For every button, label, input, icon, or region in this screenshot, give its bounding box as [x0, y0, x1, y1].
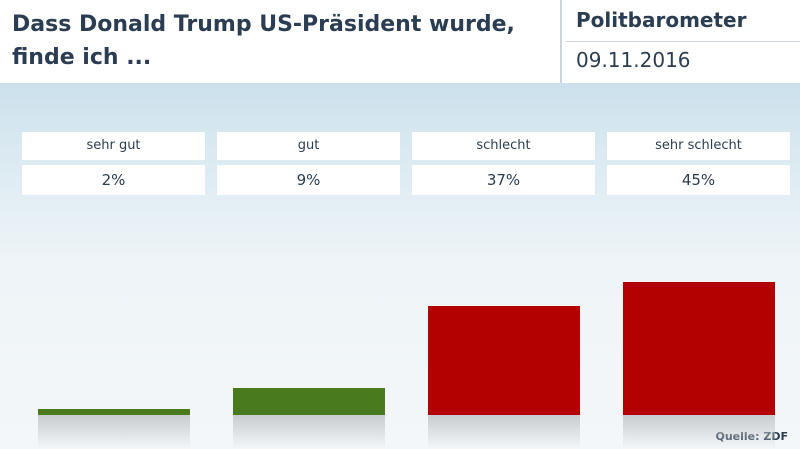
divider	[560, 0, 562, 83]
category-label: gut	[217, 132, 400, 160]
header: Dass Donald Trump US-Präsident wurde, fi…	[0, 0, 800, 83]
bar-reflection	[38, 415, 190, 449]
bar-reflection	[233, 415, 385, 449]
bar	[623, 282, 775, 415]
category-label: sehr schlecht	[607, 132, 790, 160]
category-label: sehr gut	[22, 132, 205, 160]
value-label: 9%	[217, 165, 400, 195]
bar-reflection	[623, 415, 775, 449]
bar-reflection	[428, 415, 580, 449]
divider	[566, 41, 800, 42]
bar	[233, 388, 385, 415]
value-label: 37%	[412, 165, 595, 195]
value-label: 2%	[22, 165, 205, 195]
brand: Politbarometer	[576, 8, 747, 32]
bar	[428, 305, 580, 415]
chart-title: Dass Donald Trump US-Präsident wurde, fi…	[12, 12, 515, 70]
date: 09.11.2016	[576, 48, 691, 72]
bar	[38, 409, 190, 415]
category-label: schlecht	[412, 132, 595, 160]
value-label: 45%	[607, 165, 790, 195]
